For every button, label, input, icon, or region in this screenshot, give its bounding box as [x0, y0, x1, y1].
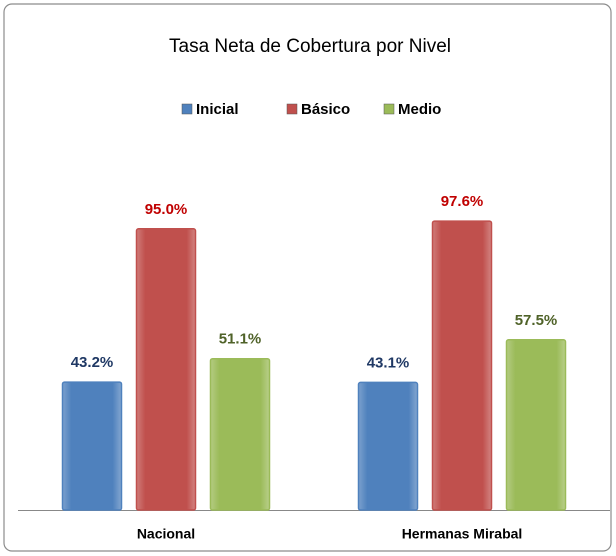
- bar: [431, 220, 493, 511]
- legend-label: Medio: [398, 101, 441, 118]
- legend-swatch: [181, 103, 193, 115]
- value-label: 43.2%: [71, 354, 114, 371]
- chart-title: Tasa Neta de Cobertura por Nivel: [169, 36, 451, 57]
- legend-label: Inicial: [196, 101, 239, 118]
- x-tick-label: Nacional: [137, 526, 195, 542]
- value-label: 95.0%: [145, 201, 188, 218]
- legend-swatch: [383, 103, 395, 115]
- value-label: 57.5%: [515, 312, 558, 329]
- bar: [135, 228, 197, 511]
- value-label: 51.1%: [219, 331, 262, 348]
- bar: [209, 357, 271, 511]
- value-label: 97.6%: [441, 193, 484, 210]
- legend-label: Básico: [301, 101, 350, 118]
- bar: [61, 381, 123, 511]
- x-tick-label: Hermanas Mirabal: [402, 526, 523, 542]
- legend-swatch: [286, 103, 298, 115]
- value-label: 43.1%: [367, 354, 410, 371]
- bar: [505, 339, 567, 511]
- bar: [357, 381, 419, 511]
